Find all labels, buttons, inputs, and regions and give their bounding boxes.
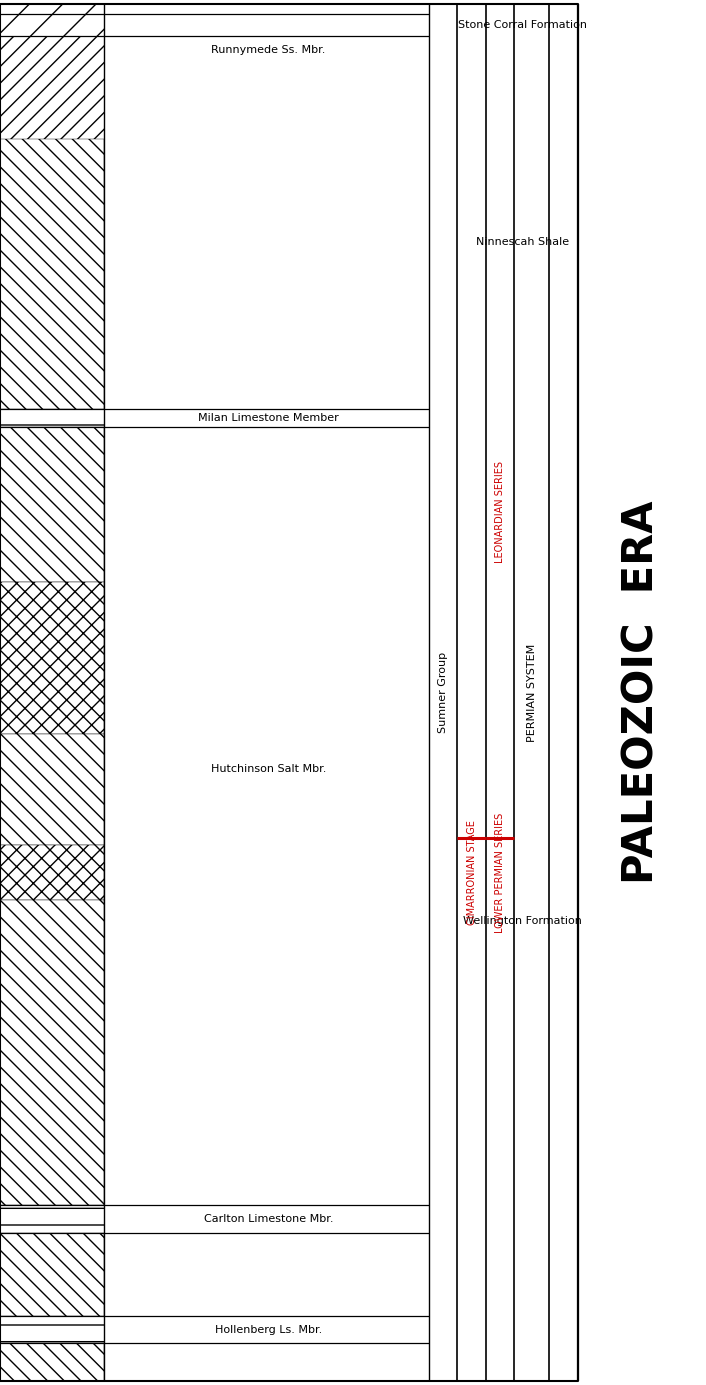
Bar [0, 845, 104, 900]
Bar [0, 1205, 104, 1233]
Text: Milan Limestone Member: Milan Limestone Member [198, 413, 339, 424]
Text: Sumner Group: Sumner Group [438, 652, 448, 733]
Bar [0, 734, 104, 845]
Bar [0, 1343, 104, 1381]
Text: Stone Corral Formation: Stone Corral Formation [458, 19, 587, 30]
Text: LEONARDIAN SERIES: LEONARDIAN SERIES [495, 461, 505, 564]
Text: PERMIAN SYSTEM: PERMIAN SYSTEM [527, 644, 537, 741]
Bar [0, 1233, 104, 1316]
Text: Ninnescah Shale: Ninnescah Shale [476, 237, 569, 248]
Text: Hutchinson Salt Mbr.: Hutchinson Salt Mbr. [210, 763, 326, 774]
Bar [0, 409, 104, 427]
Bar [0, 36, 104, 138]
Text: LOWER PERMIAN SERIES: LOWER PERMIAN SERIES [495, 813, 505, 932]
Bar [0, 900, 104, 1205]
Bar [0, 582, 104, 734]
Bar [0, 1316, 104, 1343]
Text: Runnymede Ss. Mbr.: Runnymede Ss. Mbr. [211, 44, 325, 55]
Bar [0, 427, 104, 582]
Text: Carlton Limestone Mbr.: Carlton Limestone Mbr. [203, 1213, 333, 1224]
Text: PALEOZOIC  ERA: PALEOZOIC ERA [621, 501, 663, 884]
Bar [0, 4, 104, 36]
Text: Wellington Formation: Wellington Formation [463, 915, 582, 927]
Text: Hollenberg Ls. Mbr.: Hollenberg Ls. Mbr. [215, 1324, 322, 1335]
Bar [0, 138, 104, 409]
Text: CIMARRONIAN STAGE: CIMARRONIAN STAGE [467, 820, 477, 925]
